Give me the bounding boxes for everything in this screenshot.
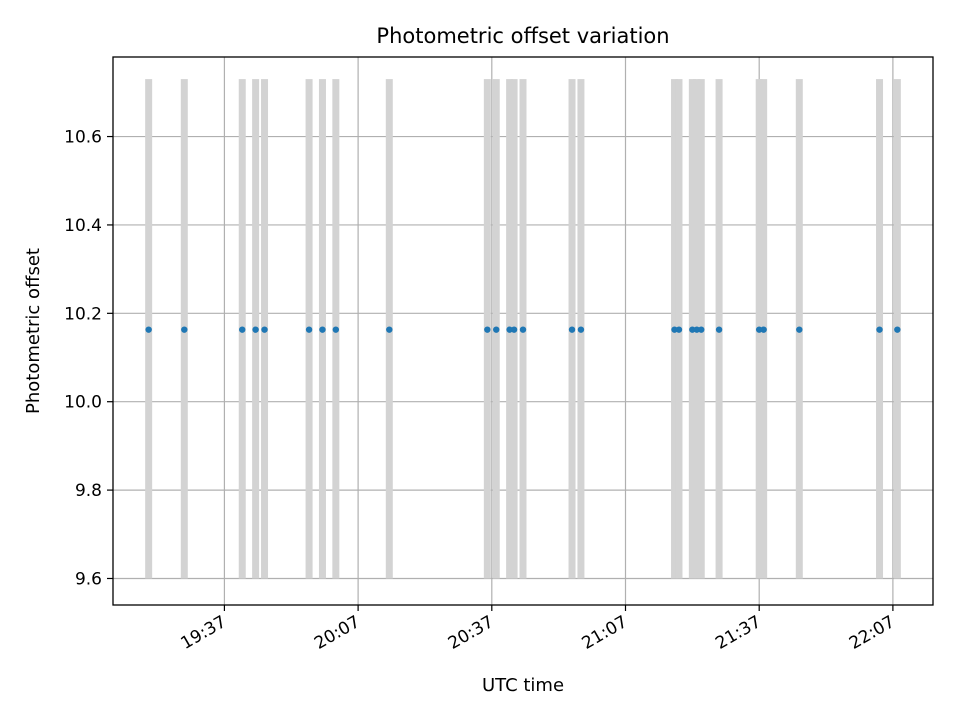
data-point bbox=[755, 326, 763, 333]
y-axis-ticks: 9.6 9.8 10.0 10.2 10.4 10.6 bbox=[64, 128, 113, 589]
data-point bbox=[319, 326, 326, 333]
data-point bbox=[332, 326, 340, 333]
y-axis-label: Photometric offset bbox=[23, 248, 44, 414]
data-point bbox=[693, 326, 701, 333]
x-tick-label: 21:37 bbox=[712, 612, 764, 654]
data-point bbox=[506, 326, 513, 333]
data-point bbox=[577, 326, 585, 333]
data-point bbox=[519, 326, 527, 333]
data-point bbox=[484, 326, 491, 333]
y-tick-label: 10.6 bbox=[64, 128, 102, 148]
data-point bbox=[239, 326, 246, 333]
data-point bbox=[698, 326, 705, 333]
data-point bbox=[760, 326, 767, 333]
data-point bbox=[252, 326, 259, 333]
data-point bbox=[145, 326, 152, 333]
y-tick-label: 10.0 bbox=[64, 393, 102, 413]
data-point bbox=[876, 326, 883, 333]
y-tick-label: 10.4 bbox=[64, 216, 102, 236]
data-point bbox=[261, 326, 268, 333]
x-tick-label: 20:37 bbox=[445, 612, 497, 654]
x-axis-ticks: 19:37 20:07 20:37 21:07 21:37 22:07 bbox=[177, 605, 898, 654]
data-point bbox=[568, 326, 576, 333]
chart-title: Photometric offset variation bbox=[376, 24, 669, 48]
data-point bbox=[689, 326, 696, 333]
data-point bbox=[305, 326, 313, 333]
data-point bbox=[181, 326, 188, 333]
data-point bbox=[715, 326, 723, 333]
y-tick-label: 9.8 bbox=[75, 481, 102, 501]
data-point bbox=[894, 326, 901, 333]
data-point bbox=[510, 326, 518, 333]
x-axis-label: UTC time bbox=[482, 675, 564, 696]
data-points bbox=[145, 326, 901, 333]
data-point bbox=[671, 326, 678, 333]
data-point bbox=[493, 326, 500, 333]
data-point bbox=[675, 326, 683, 333]
y-tick-label: 10.2 bbox=[64, 304, 102, 324]
data-point bbox=[386, 326, 393, 333]
x-tick-label: 19:37 bbox=[177, 612, 229, 654]
data-point bbox=[796, 326, 803, 333]
x-tick-label: 21:07 bbox=[579, 612, 631, 654]
y-tick-label: 9.6 bbox=[75, 569, 102, 589]
plot-frame bbox=[112, 56, 934, 606]
x-tick-label: 20:07 bbox=[311, 612, 363, 654]
x-tick-label: 22:07 bbox=[846, 612, 898, 654]
